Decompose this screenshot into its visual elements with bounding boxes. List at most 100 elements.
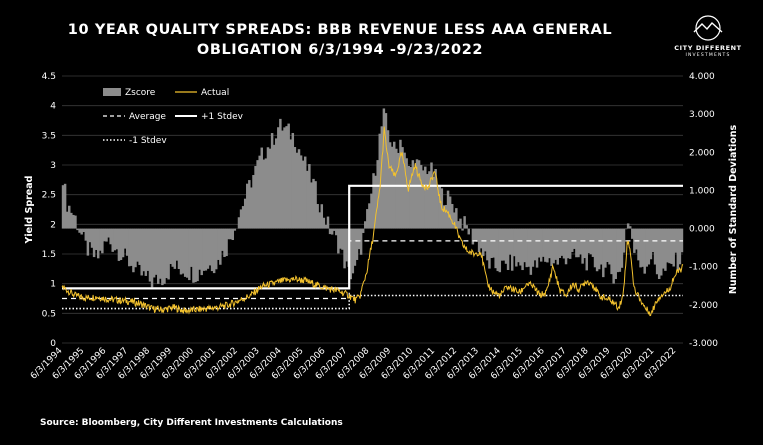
zscore-bar [488,228,491,269]
zscore-bar [415,159,419,229]
zscore-bar [179,228,183,275]
zscore-bar [620,228,624,268]
zscore-bar [150,228,154,288]
zscore-bar [550,228,553,266]
y-tick-label: 1.5 [42,250,56,260]
zscore-bar [318,212,321,229]
zscore-bar [413,169,417,229]
zscore-bar [341,228,344,250]
zscore-bar [109,228,112,245]
zscore-bar [593,228,597,268]
zscore-bar [527,228,531,267]
y2-tick-label: -3.000 [689,339,718,349]
zscore-bar [407,165,410,229]
zscore-bar [401,147,404,229]
zscore-bar [63,183,67,229]
zscore-bar [295,152,299,229]
zscore-bar [428,171,431,229]
zscore-bar [384,113,388,229]
zscore-bar [250,187,253,229]
zscore-bar [459,218,462,229]
zscore-bar [533,228,537,261]
zscore-bar [546,228,549,263]
zscore-bar [165,228,168,279]
zscore-bar [335,228,338,236]
zscore-bar [508,228,512,255]
zscore-bar [597,228,601,270]
minus-1-stdev-line [62,294,683,310]
zscore-bar [376,160,379,229]
zscore-bar [183,228,187,277]
zscore-bar [484,228,487,252]
zscore-bar [417,160,421,229]
zscore-bar [76,228,79,231]
zscore-bar [227,228,230,240]
zscore-bar [542,228,545,257]
zscore-bar [419,165,423,229]
zscore-bar [61,185,65,229]
zscore-bar [303,156,307,229]
zscore-bar [107,228,110,238]
zscore-bar [674,228,677,253]
zscore-bar [647,228,651,265]
zscore-bar [368,203,371,229]
zscore-bar [337,228,340,254]
zscore-bar [231,228,235,241]
zscore-bar [119,228,123,260]
zscore-bar [477,228,481,253]
zscore-bar [672,228,675,267]
zscore-bar [657,228,661,279]
y2-axis-title: Number of Standard Deviations [728,125,739,295]
y2-tick-label: -2.000 [689,301,718,311]
zscore-bar [322,217,326,229]
zscore-bar [146,228,150,271]
logo-name: CITY DIFFERENT [674,44,742,52]
zscore-bar [72,214,75,229]
zscore-bar [194,228,197,283]
zscore-bar [655,228,659,275]
zscore-bar [641,228,644,267]
zscore-bar [568,228,572,259]
y-tick-label: 3 [50,161,56,171]
zscore-bar [144,228,148,276]
zscore-bar [229,228,232,240]
actual-line [61,126,684,317]
zscore-bar [169,228,172,265]
zscore-bar [426,174,429,229]
zscore-bar [291,132,295,229]
zscore-bar [442,205,446,229]
zscore-bar [314,181,317,229]
zscore-bar [90,228,94,248]
logo-subtitle: INVESTMENTS [685,53,731,58]
zscore-bar [225,228,228,257]
zscore-bar [457,221,460,229]
zscore-bar [301,160,305,229]
zscore-bar [177,228,181,269]
zscore-bar [645,228,649,267]
zscore-bar [349,228,352,280]
zscore-bar [260,147,263,229]
y2-tick-label: 1.000 [689,186,715,196]
zscore-bar [196,228,199,282]
zscore-bar [256,160,259,229]
zscore-bar [465,225,468,229]
company-logo: CITY DIFFERENT INVESTMENTS [668,14,748,66]
y-tick-label: 2 [50,220,56,230]
zscore-bar [92,228,96,258]
zscore-bar [577,228,580,258]
mountain-logo-icon [693,15,723,41]
zscore-bar [378,133,381,229]
zscore-bar [649,228,653,260]
zscore-bar [190,228,193,267]
zscore-bar [115,228,119,250]
zscore-bar [204,228,208,271]
chart-title-line-2: OBLIGATION 6/3/1994 -9/23/2022 [196,42,484,58]
zscore-bar [246,183,249,229]
zscore-bar [670,228,673,264]
chart-title: 10 YEAR QUALITY SPREADS: BBB REVENUE LES… [60,20,620,60]
zscore-bar [475,228,479,242]
zscore-bar [270,133,274,229]
zscore-bar [612,228,615,284]
zscore-bar [188,228,191,281]
zscore-bar [310,182,313,229]
